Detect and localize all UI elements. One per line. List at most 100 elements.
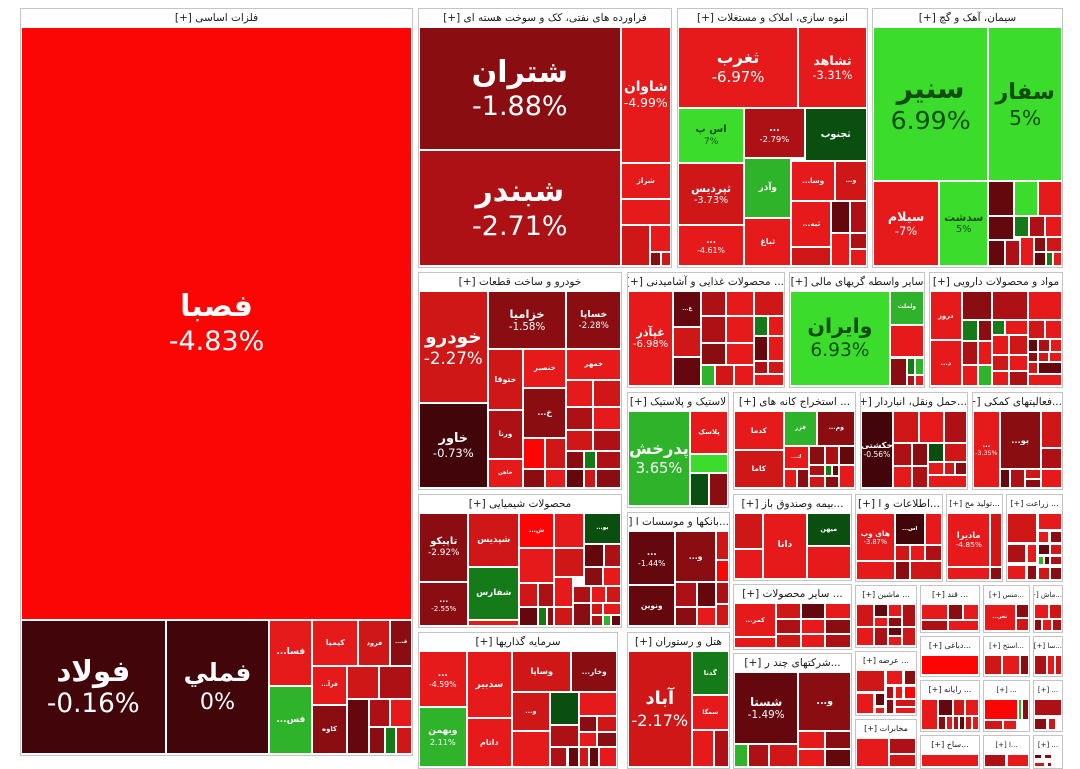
filler-cell-pharma-22[interactable] xyxy=(1027,351,1039,363)
filler-cell-extraction-misc-2[interactable] xyxy=(1020,655,1029,675)
filler-cell-transport-13[interactable] xyxy=(927,474,967,488)
filler-cell-auxiliary-activities-4[interactable] xyxy=(999,468,1011,488)
filler-cell-misc-a-2[interactable] xyxy=(1021,699,1029,721)
sector-header-extraction-misc[interactable]: ...استخ [+] xyxy=(984,637,1029,655)
stock-cell-investment-3[interactable]: داتام xyxy=(466,718,513,767)
stock-cell-real-estate-3[interactable]: ... -2.79% xyxy=(744,108,805,159)
filler-cell-agriculture-2[interactable] xyxy=(1038,531,1050,544)
filler-cell-misc-c-1[interactable] xyxy=(1007,754,1029,767)
filler-cell-misc-a-4[interactable] xyxy=(1002,720,1018,730)
stock-cell-conglomerates-1[interactable]: و... xyxy=(798,672,851,731)
sector-header-telecom[interactable]: مخابرات [+] xyxy=(856,720,916,738)
stock-cell-auxiliary-activities-1[interactable]: بو... xyxy=(999,411,1041,469)
filler-cell-auto-15[interactable] xyxy=(592,407,621,430)
filler-cell-transport-3[interactable] xyxy=(943,411,967,444)
sector-header-banks[interactable]: ...بانکها و موسسات ا [+] xyxy=(628,513,729,531)
sector-header-mans[interactable]: ...منس [+] xyxy=(984,586,1029,604)
filler-cell-pharma-26[interactable] xyxy=(1009,370,1028,386)
filler-cell-agriculture-13[interactable] xyxy=(1038,566,1050,580)
filler-cell-investment-11[interactable] xyxy=(579,715,598,733)
filler-cell-auto-22[interactable] xyxy=(595,450,621,470)
filler-cell-chemicals-29[interactable] xyxy=(468,620,519,626)
filler-cell-cement-14[interactable] xyxy=(1033,237,1046,252)
filler-cell-chemicals-23[interactable] xyxy=(572,603,591,626)
stock-cell-hotels-restaurants-1[interactable]: گدنا xyxy=(691,651,729,696)
filler-cell-machinery-10[interactable] xyxy=(888,636,902,646)
filler-cell-basic-metals-12[interactable] xyxy=(346,699,369,754)
filler-cell-agriculture-6[interactable] xyxy=(1038,544,1050,555)
filler-cell-pharma-12[interactable] xyxy=(977,341,993,366)
filler-cell-transport-5[interactable] xyxy=(911,443,928,467)
stock-cell-oil-products-1[interactable]: شبندر -2.71% xyxy=(419,150,621,266)
stock-cell-real-estate-9[interactable]: ... -4.61% xyxy=(678,225,745,266)
filler-cell-misc-a-3[interactable] xyxy=(984,720,1003,730)
filler-cell-pharma-19[interactable] xyxy=(977,365,993,386)
filler-cell-basic-metals-15[interactable] xyxy=(368,727,385,754)
filler-cell-mining-8[interactable] xyxy=(783,468,797,488)
filler-cell-chemicals-21[interactable] xyxy=(590,586,606,604)
filler-cell-mining-12[interactable] xyxy=(832,464,840,477)
filler-cell-agriculture-10[interactable] xyxy=(1038,555,1044,566)
filler-cell-pharma-27[interactable] xyxy=(1027,362,1039,374)
filler-cell-food-9[interactable] xyxy=(754,315,769,336)
filler-cell-cement-9[interactable] xyxy=(1028,215,1045,238)
filler-cell-auto-18[interactable] xyxy=(566,429,593,451)
stock-cell-insurance-3[interactable]: میهن xyxy=(806,513,851,546)
stock-cell-financial-intermediaries-1[interactable]: ولملت xyxy=(889,291,924,326)
filler-cell-mash-4[interactable] xyxy=(1052,618,1062,631)
filler-cell-chemicals-13[interactable] xyxy=(554,577,573,607)
stock-cell-investment-6[interactable]: و... xyxy=(512,691,550,732)
sector-header-food[interactable]: ... محصولات غذایی و آشامیدنی [+] xyxy=(628,273,784,291)
sector-header-computers[interactable]: ... رایانه [+] xyxy=(921,681,979,699)
stock-cell-chemicals-4[interactable]: بو... xyxy=(583,513,621,544)
filler-cell-pharma-9[interactable] xyxy=(1027,319,1045,340)
sector-header-insurance[interactable]: ...بیمه وصندوق باز [+] xyxy=(734,495,851,513)
filler-cell-transport-4[interactable] xyxy=(892,443,912,467)
filler-cell-chemicals-3[interactable] xyxy=(554,513,584,549)
filler-cell-mash-2[interactable] xyxy=(1034,618,1043,631)
filler-cell-basic-metals-16[interactable] xyxy=(384,727,397,754)
filler-cell-telecom-0[interactable] xyxy=(856,738,889,767)
filler-cell-misc-b-0[interactable] xyxy=(1034,699,1062,717)
filler-cell-pharma-10[interactable] xyxy=(1044,319,1062,340)
filler-cell-mining-13[interactable] xyxy=(809,476,825,488)
filler-cell-pharma-15[interactable] xyxy=(1027,339,1039,352)
filler-cell-hotels-restaurants-3[interactable] xyxy=(691,729,714,767)
stock-cell-auxiliary-activities-0[interactable]: ... -3.35% xyxy=(973,411,1000,488)
stock-cell-other-products-0[interactable]: کمر... xyxy=(734,603,777,637)
filler-cell-other-products-4[interactable] xyxy=(776,618,801,634)
filler-cell-cement-5[interactable] xyxy=(1013,181,1039,216)
stock-cell-real-estate-6[interactable]: وآذر xyxy=(744,158,792,219)
filler-cell-misc-d-2[interactable] xyxy=(1053,754,1062,760)
filler-cell-pharma-17[interactable] xyxy=(1050,339,1062,352)
stock-cell-auto-0[interactable]: خودرو -2.27% xyxy=(419,291,488,404)
filler-cell-mash-0[interactable] xyxy=(1034,604,1050,619)
filler-cell-misc-a-0[interactable] xyxy=(984,699,1019,721)
filler-cell-auto-10[interactable] xyxy=(566,379,593,408)
filler-cell-food-7[interactable] xyxy=(701,315,727,344)
filler-cell-auto-11[interactable] xyxy=(592,379,621,408)
stock-cell-basic-metals-2[interactable]: فملي 0% xyxy=(165,619,270,754)
stock-cell-pharma-0[interactable]: دروز xyxy=(930,291,962,341)
stock-cell-investment-4[interactable]: وساپا xyxy=(512,651,572,692)
filler-cell-pharma-28[interactable] xyxy=(1038,362,1062,374)
sector-header-sa[interactable]: ...سا [+] xyxy=(1034,637,1062,655)
filler-cell-pharma-20[interactable] xyxy=(992,354,1010,371)
stock-cell-banks-0[interactable]: ... -1.44% xyxy=(628,531,676,586)
filler-cell-real-estate-14[interactable] xyxy=(791,246,832,266)
filler-cell-other-products-7[interactable] xyxy=(734,636,777,648)
filler-cell-chemicals-11[interactable] xyxy=(518,583,539,607)
filler-cell-pharma-11[interactable] xyxy=(961,341,978,366)
stock-cell-basic-metals-8[interactable]: فرآ... xyxy=(312,666,347,705)
stock-cell-cement-3[interactable]: سدشت 5% xyxy=(939,181,989,266)
filler-cell-mining-9[interactable] xyxy=(796,468,809,488)
sector-header-conglomerates[interactable]: ...شرکتهای چند ر [+] xyxy=(734,654,851,672)
filler-cell-chemicals-12[interactable] xyxy=(538,583,555,607)
filler-cell-food-2[interactable] xyxy=(701,291,727,316)
filler-cell-sa-0[interactable] xyxy=(1034,655,1047,675)
stock-cell-auto-2[interactable]: خساپا -2.28% xyxy=(566,291,621,350)
stock-cell-real-estate-4[interactable]: ثجنوب xyxy=(804,108,867,161)
filler-cell-pharma-2[interactable] xyxy=(961,291,993,320)
filler-cell-it-telecom-4[interactable] xyxy=(910,545,925,562)
filler-cell-financial-intermediaries-7[interactable] xyxy=(915,374,924,386)
